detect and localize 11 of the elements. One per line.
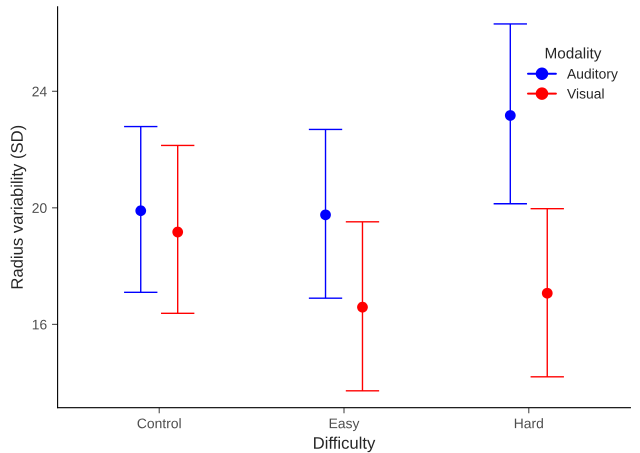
x-axis-title: Difficulty <box>314 436 376 452</box>
x-tick-label: Control <box>138 418 181 428</box>
y-tick-label: 20 <box>32 203 47 213</box>
y-tick-label: 24 <box>32 86 47 96</box>
legend-label: Auditory <box>566 68 618 82</box>
legend-label: Visual <box>567 88 604 99</box>
y-axis-title: Radius variability (SD) <box>10 126 26 288</box>
x-tick-label: Hard <box>514 418 543 428</box>
legend-title: Modality <box>546 47 602 62</box>
x-tick-label: Easy <box>330 418 360 432</box>
y-tick-label: 16 <box>32 320 47 330</box>
